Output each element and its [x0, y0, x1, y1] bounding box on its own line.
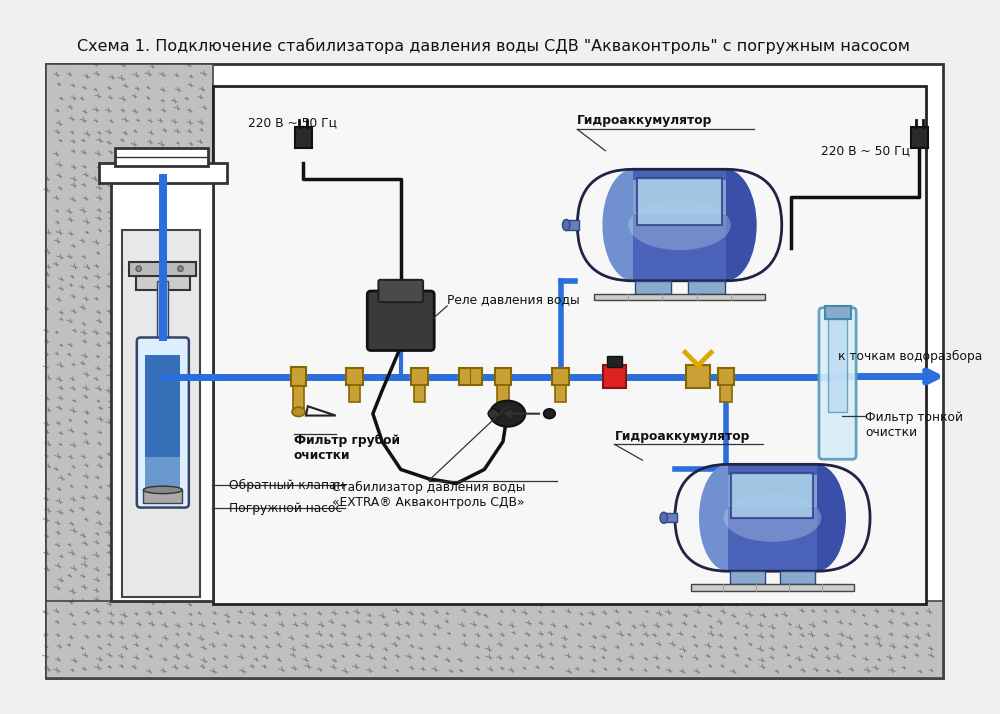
Bar	[497, 385, 509, 401]
Circle shape	[136, 266, 141, 271]
Text: 220 В ~ 50 Гц: 220 В ~ 50 Гц	[821, 144, 910, 157]
Text: Гидроаккумулятор: Гидроаккумулятор	[577, 114, 713, 128]
Bar	[495, 368, 511, 385]
FancyBboxPatch shape	[378, 280, 423, 302]
Bar	[688, 281, 725, 293]
Bar	[664, 513, 677, 523]
Bar	[157, 281, 168, 346]
Bar	[143, 490, 182, 503]
Text: Реле давления воды: Реле давления воды	[447, 293, 580, 306]
Ellipse shape	[660, 512, 667, 523]
Bar	[99, 163, 227, 183]
FancyBboxPatch shape	[137, 338, 189, 508]
Bar	[633, 181, 726, 214]
Bar	[728, 464, 817, 571]
Ellipse shape	[602, 169, 664, 281]
Bar	[145, 355, 180, 462]
Bar	[552, 368, 569, 385]
Bar	[603, 366, 626, 388]
Bar	[46, 64, 213, 678]
Text: к точкам водоразбора: к точкам водоразбора	[838, 350, 982, 363]
Bar	[46, 64, 213, 678]
Bar	[728, 475, 817, 507]
Bar	[594, 293, 765, 301]
Bar	[414, 385, 425, 401]
Bar	[780, 571, 815, 584]
Ellipse shape	[787, 464, 846, 571]
Bar	[637, 178, 722, 225]
Bar	[635, 281, 671, 293]
Ellipse shape	[562, 219, 570, 231]
Bar	[731, 473, 813, 518]
Text: Погружной насос: Погружной насос	[229, 502, 342, 515]
Text: Фильтр тонкой
очистки: Фильтр тонкой очистки	[865, 411, 963, 439]
Bar	[566, 221, 579, 230]
Ellipse shape	[488, 409, 499, 418]
Text: Фильтр грубой
очистки: Фильтр грубой очистки	[294, 434, 400, 462]
FancyBboxPatch shape	[367, 291, 434, 351]
Bar	[129, 262, 196, 276]
Bar	[349, 385, 360, 401]
Text: Обратный клапан: Обратный клапан	[229, 478, 344, 492]
Text: Гидроаккумулятор: Гидроаккумулятор	[614, 431, 750, 443]
Text: Стабилизатор давления воды
«EXTRA® Акваконтроль СДВ»: Стабилизатор давления воды «EXTRA® Аквак…	[332, 481, 525, 508]
Bar	[633, 169, 726, 281]
Ellipse shape	[695, 169, 757, 281]
Bar	[607, 356, 622, 367]
Text: Схема 1. Подключение стабилизатора давления воды СДВ "Акваконтроль" с погружным : Схема 1. Подключение стабилизатора давле…	[77, 38, 910, 54]
Bar	[411, 368, 428, 385]
Bar	[555, 385, 566, 401]
Circle shape	[178, 266, 183, 271]
Ellipse shape	[490, 401, 525, 427]
FancyBboxPatch shape	[819, 308, 856, 459]
Bar	[346, 368, 363, 385]
Bar	[159, 174, 167, 341]
Bar	[46, 601, 943, 678]
Bar	[295, 128, 312, 148]
Ellipse shape	[544, 409, 555, 418]
Bar	[686, 366, 710, 388]
Bar	[728, 464, 817, 571]
Bar	[122, 230, 200, 597]
Bar	[720, 385, 732, 401]
Ellipse shape	[628, 200, 731, 250]
Bar	[111, 178, 213, 601]
Bar	[633, 169, 726, 281]
Ellipse shape	[724, 493, 821, 542]
Bar	[911, 128, 928, 148]
Bar	[291, 367, 306, 386]
Bar	[115, 148, 208, 166]
Bar	[136, 271, 190, 290]
Circle shape	[161, 266, 167, 271]
Bar	[691, 584, 854, 590]
Bar	[718, 368, 734, 385]
Bar	[213, 86, 926, 604]
Bar	[145, 458, 180, 493]
Ellipse shape	[143, 486, 182, 493]
Bar	[825, 306, 851, 319]
Bar	[293, 386, 304, 412]
Text: 220 В ~ 50 Гц: 220 В ~ 50 Гц	[248, 116, 337, 129]
Bar	[730, 571, 765, 584]
Bar	[828, 319, 847, 412]
Ellipse shape	[292, 407, 305, 416]
Ellipse shape	[699, 464, 758, 571]
Bar	[459, 368, 482, 385]
Bar	[46, 601, 943, 678]
